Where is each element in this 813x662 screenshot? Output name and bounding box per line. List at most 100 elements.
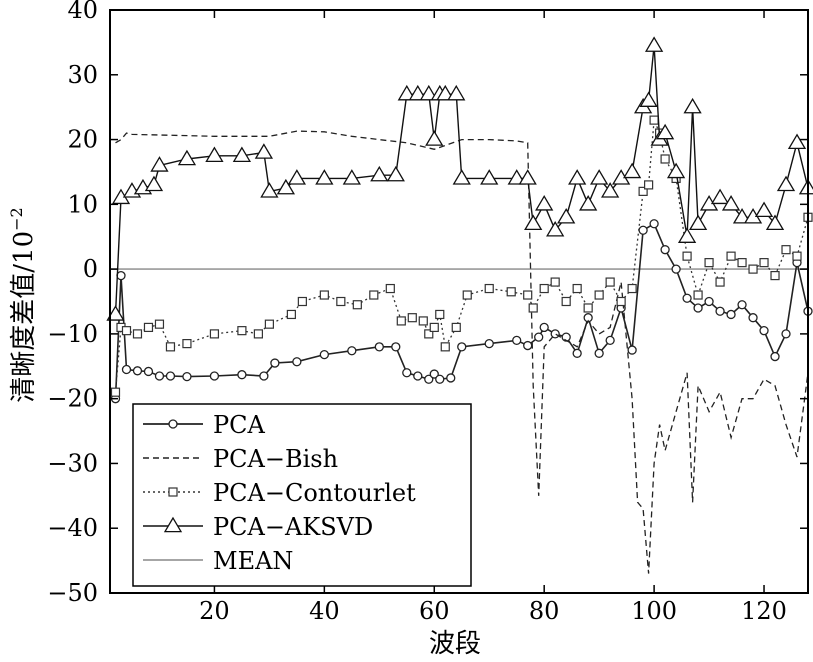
data-point (116, 270, 126, 281)
data-point (154, 319, 165, 329)
plot-frame (109, 9, 809, 594)
data-point (644, 180, 654, 190)
data-point (435, 374, 445, 384)
data-point (776, 175, 796, 192)
data-point (144, 175, 164, 192)
data-point (677, 227, 697, 243)
data-point (616, 296, 626, 307)
data-point (792, 251, 802, 261)
data-point (622, 162, 642, 179)
data-point (270, 358, 280, 368)
y-axis-label-main: 清晰度差值/10 (9, 231, 39, 403)
data-point (408, 84, 427, 101)
data-point (205, 146, 224, 163)
data-point (561, 296, 571, 307)
data-point (721, 195, 741, 211)
series-pca-contourlet (110, 115, 813, 397)
data-point (550, 277, 560, 287)
y-axis-label-exponent: −2 (7, 207, 26, 231)
data-point (572, 283, 582, 294)
y-tick-label: 0 (83, 255, 98, 283)
data-point (660, 154, 670, 164)
series-layer (106, 36, 813, 574)
data-point (638, 225, 648, 235)
data-point (182, 371, 192, 382)
y-tick-label: −40 (47, 514, 98, 542)
data-point (237, 326, 247, 336)
data-point (579, 195, 598, 211)
data-point (688, 214, 708, 231)
data-point (165, 371, 176, 381)
y-tick-label: 30 (67, 61, 98, 89)
data-point (649, 115, 659, 125)
data-point (512, 335, 522, 346)
data-point (143, 366, 154, 377)
data-point (424, 374, 434, 384)
data-point (396, 316, 406, 326)
data-point (534, 332, 544, 342)
legend-box (132, 403, 472, 587)
data-point (693, 303, 703, 313)
data-point (132, 329, 143, 339)
data-point (644, 36, 664, 52)
data-point (319, 290, 329, 300)
data-point (480, 169, 499, 185)
y-tick-label: 20 (67, 126, 98, 154)
data-point (369, 290, 379, 300)
data-point (737, 300, 747, 310)
data-point (386, 165, 405, 182)
data-point (374, 342, 384, 352)
data-point (182, 339, 192, 349)
data-point (397, 84, 416, 101)
data-point (590, 169, 609, 185)
data-point (557, 208, 576, 224)
data-point (452, 169, 471, 185)
data-point (451, 322, 461, 333)
data-point (425, 130, 444, 146)
x-tick-label: 120 (741, 597, 787, 625)
data-point (435, 309, 445, 320)
data-point (342, 169, 361, 185)
series-line (115, 130, 809, 574)
data-point (150, 156, 169, 172)
data-point (726, 309, 736, 320)
data-point (572, 348, 582, 358)
x-tick-label: 20 (199, 597, 230, 625)
data-point (715, 306, 725, 316)
data-point (209, 329, 220, 339)
data-point (748, 313, 758, 323)
y-tick-label: −50 (47, 579, 98, 607)
legend-swatch-marker (168, 487, 178, 497)
data-point (759, 325, 769, 336)
data-point (419, 84, 438, 101)
data-point (447, 84, 466, 101)
data-point (264, 319, 274, 329)
data-point (292, 357, 302, 367)
legend-label: PCA (213, 411, 266, 439)
data-point (568, 169, 587, 185)
ticks-layer: 20 40 60 80 100 120 −50 −40 −30 −20 −10 0 10 20 30 40 (47, 0, 808, 625)
data-point (594, 348, 604, 358)
legend-label: PCA−Bish (213, 445, 338, 473)
data-point (601, 182, 620, 198)
x-tick-label: 60 (419, 597, 450, 625)
data-point (232, 146, 252, 163)
data-point (429, 322, 439, 333)
data-point (286, 309, 296, 320)
data-point (106, 305, 125, 321)
data-point (110, 387, 121, 397)
data-point (418, 316, 428, 326)
data-point (539, 322, 549, 333)
data-point (121, 364, 132, 375)
legend-swatch-marker (163, 516, 183, 533)
legend-label: PCA−Contourlet (213, 479, 416, 507)
data-point (402, 368, 412, 378)
data-point (352, 300, 362, 310)
data-point (671, 264, 681, 274)
x-tick-label: 80 (529, 597, 560, 625)
data-point (765, 214, 785, 231)
data-point (638, 186, 648, 196)
data-point (726, 251, 736, 261)
data-point (276, 178, 296, 195)
